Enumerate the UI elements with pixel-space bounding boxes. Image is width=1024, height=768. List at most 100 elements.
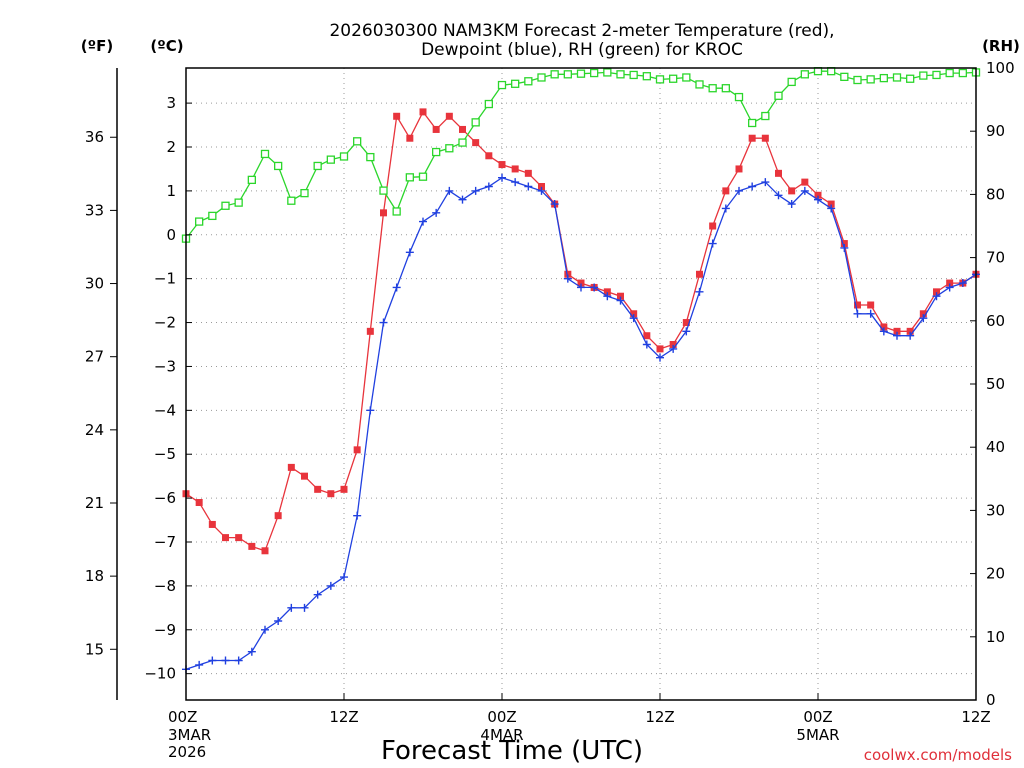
- celsius-tick-label: 0: [166, 226, 176, 244]
- rh-point: [326, 155, 335, 164]
- dewpoint-point: [366, 406, 375, 415]
- temperature-point: [406, 134, 414, 142]
- rh-point: [274, 161, 283, 171]
- x-tick-sublabel: 3MAR: [168, 726, 211, 744]
- rh-point: [642, 72, 651, 81]
- dewpoint-point: [458, 195, 467, 204]
- temperature-point: [222, 534, 229, 542]
- dewpoint-point: [879, 327, 888, 336]
- temperature-point: [287, 463, 295, 471]
- celsius-tick-label: −6: [154, 489, 176, 507]
- rh-point: [906, 74, 915, 83]
- temperature-point: [682, 319, 690, 327]
- dewpoint-point: [642, 340, 651, 349]
- rh-point: [590, 68, 599, 78]
- temperature-line: [185, 110, 977, 552]
- rh-point: [866, 75, 875, 84]
- temperature-point: [617, 292, 624, 300]
- dewpoint-point: [405, 248, 414, 257]
- dewpoint-point: [471, 186, 480, 195]
- temperature-point: [814, 191, 822, 199]
- temperature-point: [445, 112, 453, 120]
- fahrenheit-unit-label: (ºF): [81, 37, 113, 55]
- dewpoint-point: [511, 178, 520, 187]
- temperature-point: [696, 270, 703, 278]
- series-temperature: [182, 108, 980, 555]
- celsius-tick-label: −4: [154, 401, 176, 419]
- temperature-point: [880, 323, 888, 331]
- temperature-point: [538, 183, 545, 190]
- dewpoint-point: [326, 581, 335, 590]
- rh-line: [185, 70, 977, 239]
- dewpoint-point: [300, 603, 309, 612]
- dewpoint-point: [866, 309, 875, 318]
- rh-point: [313, 161, 322, 171]
- x-tick-sublabel: 4MAR: [480, 726, 523, 744]
- temperature-point: [524, 169, 532, 177]
- temperature-point: [498, 161, 506, 169]
- axes-labels: 3210−1−2−3−4−5−6−7−8−9−10363330272421181…: [85, 59, 1015, 761]
- dewpoint-point: [919, 314, 928, 323]
- rh-point: [603, 68, 612, 77]
- celsius-tick-label: −1: [154, 270, 176, 288]
- chart-title-line-2: Dewpoint (blue), RH (green) for KROC: [421, 40, 743, 60]
- temperature-point: [353, 446, 361, 454]
- temperature-point: [906, 327, 914, 335]
- temperature-point: [472, 139, 480, 147]
- rh-point: [300, 188, 309, 198]
- dewpoint-point: [761, 178, 770, 187]
- temperature-point: [933, 288, 940, 296]
- temperature-point: [511, 165, 519, 173]
- rh-point: [484, 99, 493, 109]
- rh-point: [471, 118, 480, 127]
- rh-tick-label: 50: [986, 375, 1005, 393]
- dewpoint-point: [853, 309, 862, 318]
- celsius-tick-label: 2: [166, 138, 176, 156]
- rh-point: [958, 68, 967, 78]
- dewpoint-point: [563, 274, 572, 283]
- rh-tick-label: 0: [986, 691, 996, 709]
- fahrenheit-tick-label: 36: [85, 128, 104, 146]
- celsius-tick-label: −7: [154, 533, 176, 551]
- temperature-point: [722, 187, 730, 195]
- celsius-tick-label: −10: [144, 665, 176, 683]
- fahrenheit-tick-label: 18: [85, 567, 104, 585]
- temperature-point: [709, 222, 717, 230]
- fahrenheit-tick-label: 21: [85, 494, 104, 512]
- fahrenheit-tick-label: 30: [85, 275, 104, 293]
- temperature-point: [340, 485, 348, 493]
- temperature-point: [459, 125, 466, 133]
- dewpoint-line: [185, 176, 977, 670]
- rh-point: [418, 172, 428, 181]
- x-tick-sublabel: 5MAR: [796, 726, 839, 744]
- fahrenheit-tick-label: 27: [85, 348, 104, 366]
- celsius-tick-label: −8: [154, 577, 176, 595]
- rh-tick-label: 80: [986, 185, 1005, 203]
- x-tick-label: 12Z: [961, 708, 990, 726]
- rh-point: [392, 207, 401, 216]
- temperature-point: [327, 490, 335, 498]
- rh-point: [234, 198, 243, 207]
- temperature-point: [643, 332, 651, 340]
- rh-point: [748, 118, 757, 128]
- celsius-tick-label: −9: [154, 621, 176, 639]
- temperature-point: [564, 270, 572, 278]
- rh-tick-label: 60: [986, 312, 1005, 330]
- dewpoint-point: [392, 283, 401, 292]
- rh-point: [405, 173, 414, 182]
- chart-title-line-1: 2026030300 NAM3KM Forecast 2-meter Tempe…: [329, 21, 834, 41]
- x-tick-label: 12Z: [329, 708, 358, 726]
- dewpoint-point: [814, 195, 822, 204]
- dewpoint-point: [932, 292, 941, 301]
- dewpoint-point: [695, 287, 704, 296]
- rh-point: [432, 147, 441, 157]
- temperature-point: [235, 534, 243, 542]
- credit-link[interactable]: coolwx.com/models: [864, 746, 1012, 764]
- x-tick-label: 00Z: [168, 708, 197, 726]
- temperature-point: [208, 520, 216, 528]
- celsius-tick-label: −2: [154, 314, 176, 332]
- rh-point: [458, 138, 467, 147]
- dewpoint-point: [379, 318, 388, 327]
- rh-point: [366, 152, 375, 162]
